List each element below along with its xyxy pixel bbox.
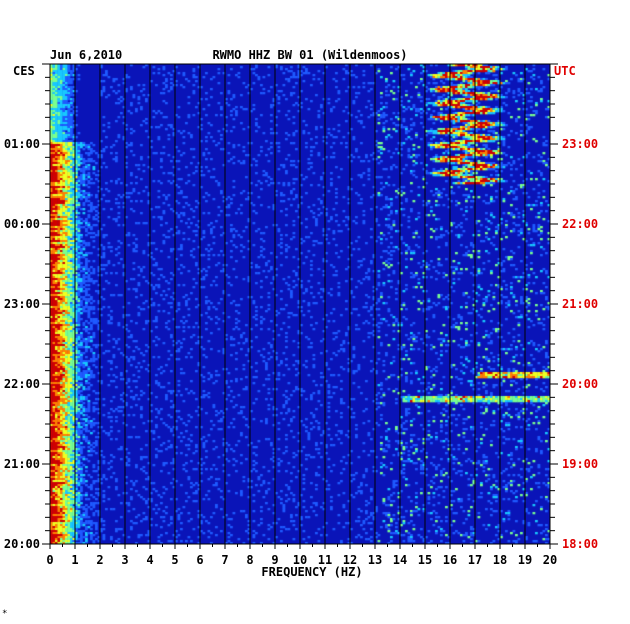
chart-date: Jun 6,2010 [50, 48, 122, 62]
right-time-label: 22:00 [562, 217, 598, 231]
x-tick-label-8: 8 [246, 553, 253, 567]
x-tick-label-18: 18 [493, 553, 507, 567]
x-axis-label: FREQUENCY (HZ) [261, 565, 362, 579]
left-time-label: 00:00 [4, 217, 40, 231]
x-tick-label-6: 6 [196, 553, 203, 567]
left-time-label: 20:00 [4, 537, 40, 551]
x-tick-label-20: 20 [543, 553, 557, 567]
x-tick-label-3: 3 [121, 553, 128, 567]
x-tick-label-10: 10 [293, 553, 307, 567]
x-tick-label-11: 11 [318, 553, 332, 567]
x-tick-label-2: 2 [96, 553, 103, 567]
x-tick-label-19: 19 [518, 553, 532, 567]
right-timezone-label: UTC [554, 64, 576, 78]
x-tick-label-4: 4 [146, 553, 153, 567]
right-time-label: 20:00 [562, 377, 598, 391]
x-tick-label-12: 12 [343, 553, 357, 567]
x-tick-labels: 0 1 2 3 4 5 6 7 8 9 10 11 12 13 14 15 16 17 18 19 20 [46, 553, 557, 567]
left-time-label: 22:00 [4, 377, 40, 391]
x-tick-label-1: 1 [71, 553, 78, 567]
left-time-label: 23:00 [4, 297, 40, 311]
x-tick-label-17: 17 [468, 553, 482, 567]
x-tick-label-16: 16 [443, 553, 457, 567]
x-tick-label-13: 13 [368, 553, 382, 567]
x-tick-label-9: 9 [271, 553, 278, 567]
right-time-labels: 23:00 22:00 21:00 20:00 19:00 18:00 [562, 137, 598, 551]
left-timezone-label: CES [13, 64, 35, 78]
left-time-label: 01:00 [4, 137, 40, 151]
frequency-gridlines [74, 64, 526, 544]
left-time-label: 21:00 [4, 457, 40, 471]
right-time-label: 21:00 [562, 297, 598, 311]
x-tick-label-7: 7 [221, 553, 228, 567]
right-time-label: 19:00 [562, 457, 598, 471]
left-time-labels: 01:00 00:00 23:00 22:00 21:00 20:00 [4, 137, 40, 551]
x-tick-label-0: 0 [46, 553, 53, 567]
footnote-mark: * [2, 609, 7, 619]
right-time-label: 18:00 [562, 537, 598, 551]
x-tick-label-14: 14 [393, 553, 407, 567]
chart-station-title: RWMO HHZ BW 01 (Wildenmoos) [212, 48, 407, 62]
right-time-label: 23:00 [562, 137, 598, 151]
x-tick-label-15: 15 [418, 553, 432, 567]
x-tick-label-5: 5 [171, 553, 178, 567]
axis-ticks [42, 63, 558, 549]
